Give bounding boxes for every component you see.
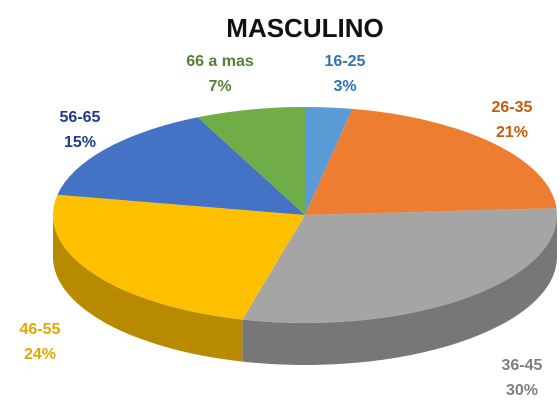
- category-label: 36-45: [502, 357, 543, 374]
- slice: [242, 208, 558, 324]
- slice: [57, 117, 306, 215]
- slice: [305, 108, 557, 215]
- value-label: 7%: [208, 78, 231, 95]
- category-label: 16-25: [325, 53, 366, 70]
- slice: [52, 194, 306, 320]
- slice: [197, 107, 305, 215]
- slice-side: [242, 215, 558, 366]
- value-label: 21%: [496, 124, 528, 141]
- slice: [305, 107, 353, 215]
- value-label: 15%: [64, 134, 96, 151]
- category-label: 66 a mas: [186, 53, 254, 70]
- value-label: 3%: [333, 78, 356, 95]
- category-label: 56-65: [60, 109, 101, 126]
- chart-title: MASCULINO: [226, 13, 383, 43]
- category-label: 26-35: [492, 99, 533, 116]
- value-label: 30%: [506, 382, 538, 399]
- slice-side: [52, 215, 243, 362]
- value-label: 24%: [24, 346, 56, 363]
- category-label: 46-55: [20, 321, 61, 338]
